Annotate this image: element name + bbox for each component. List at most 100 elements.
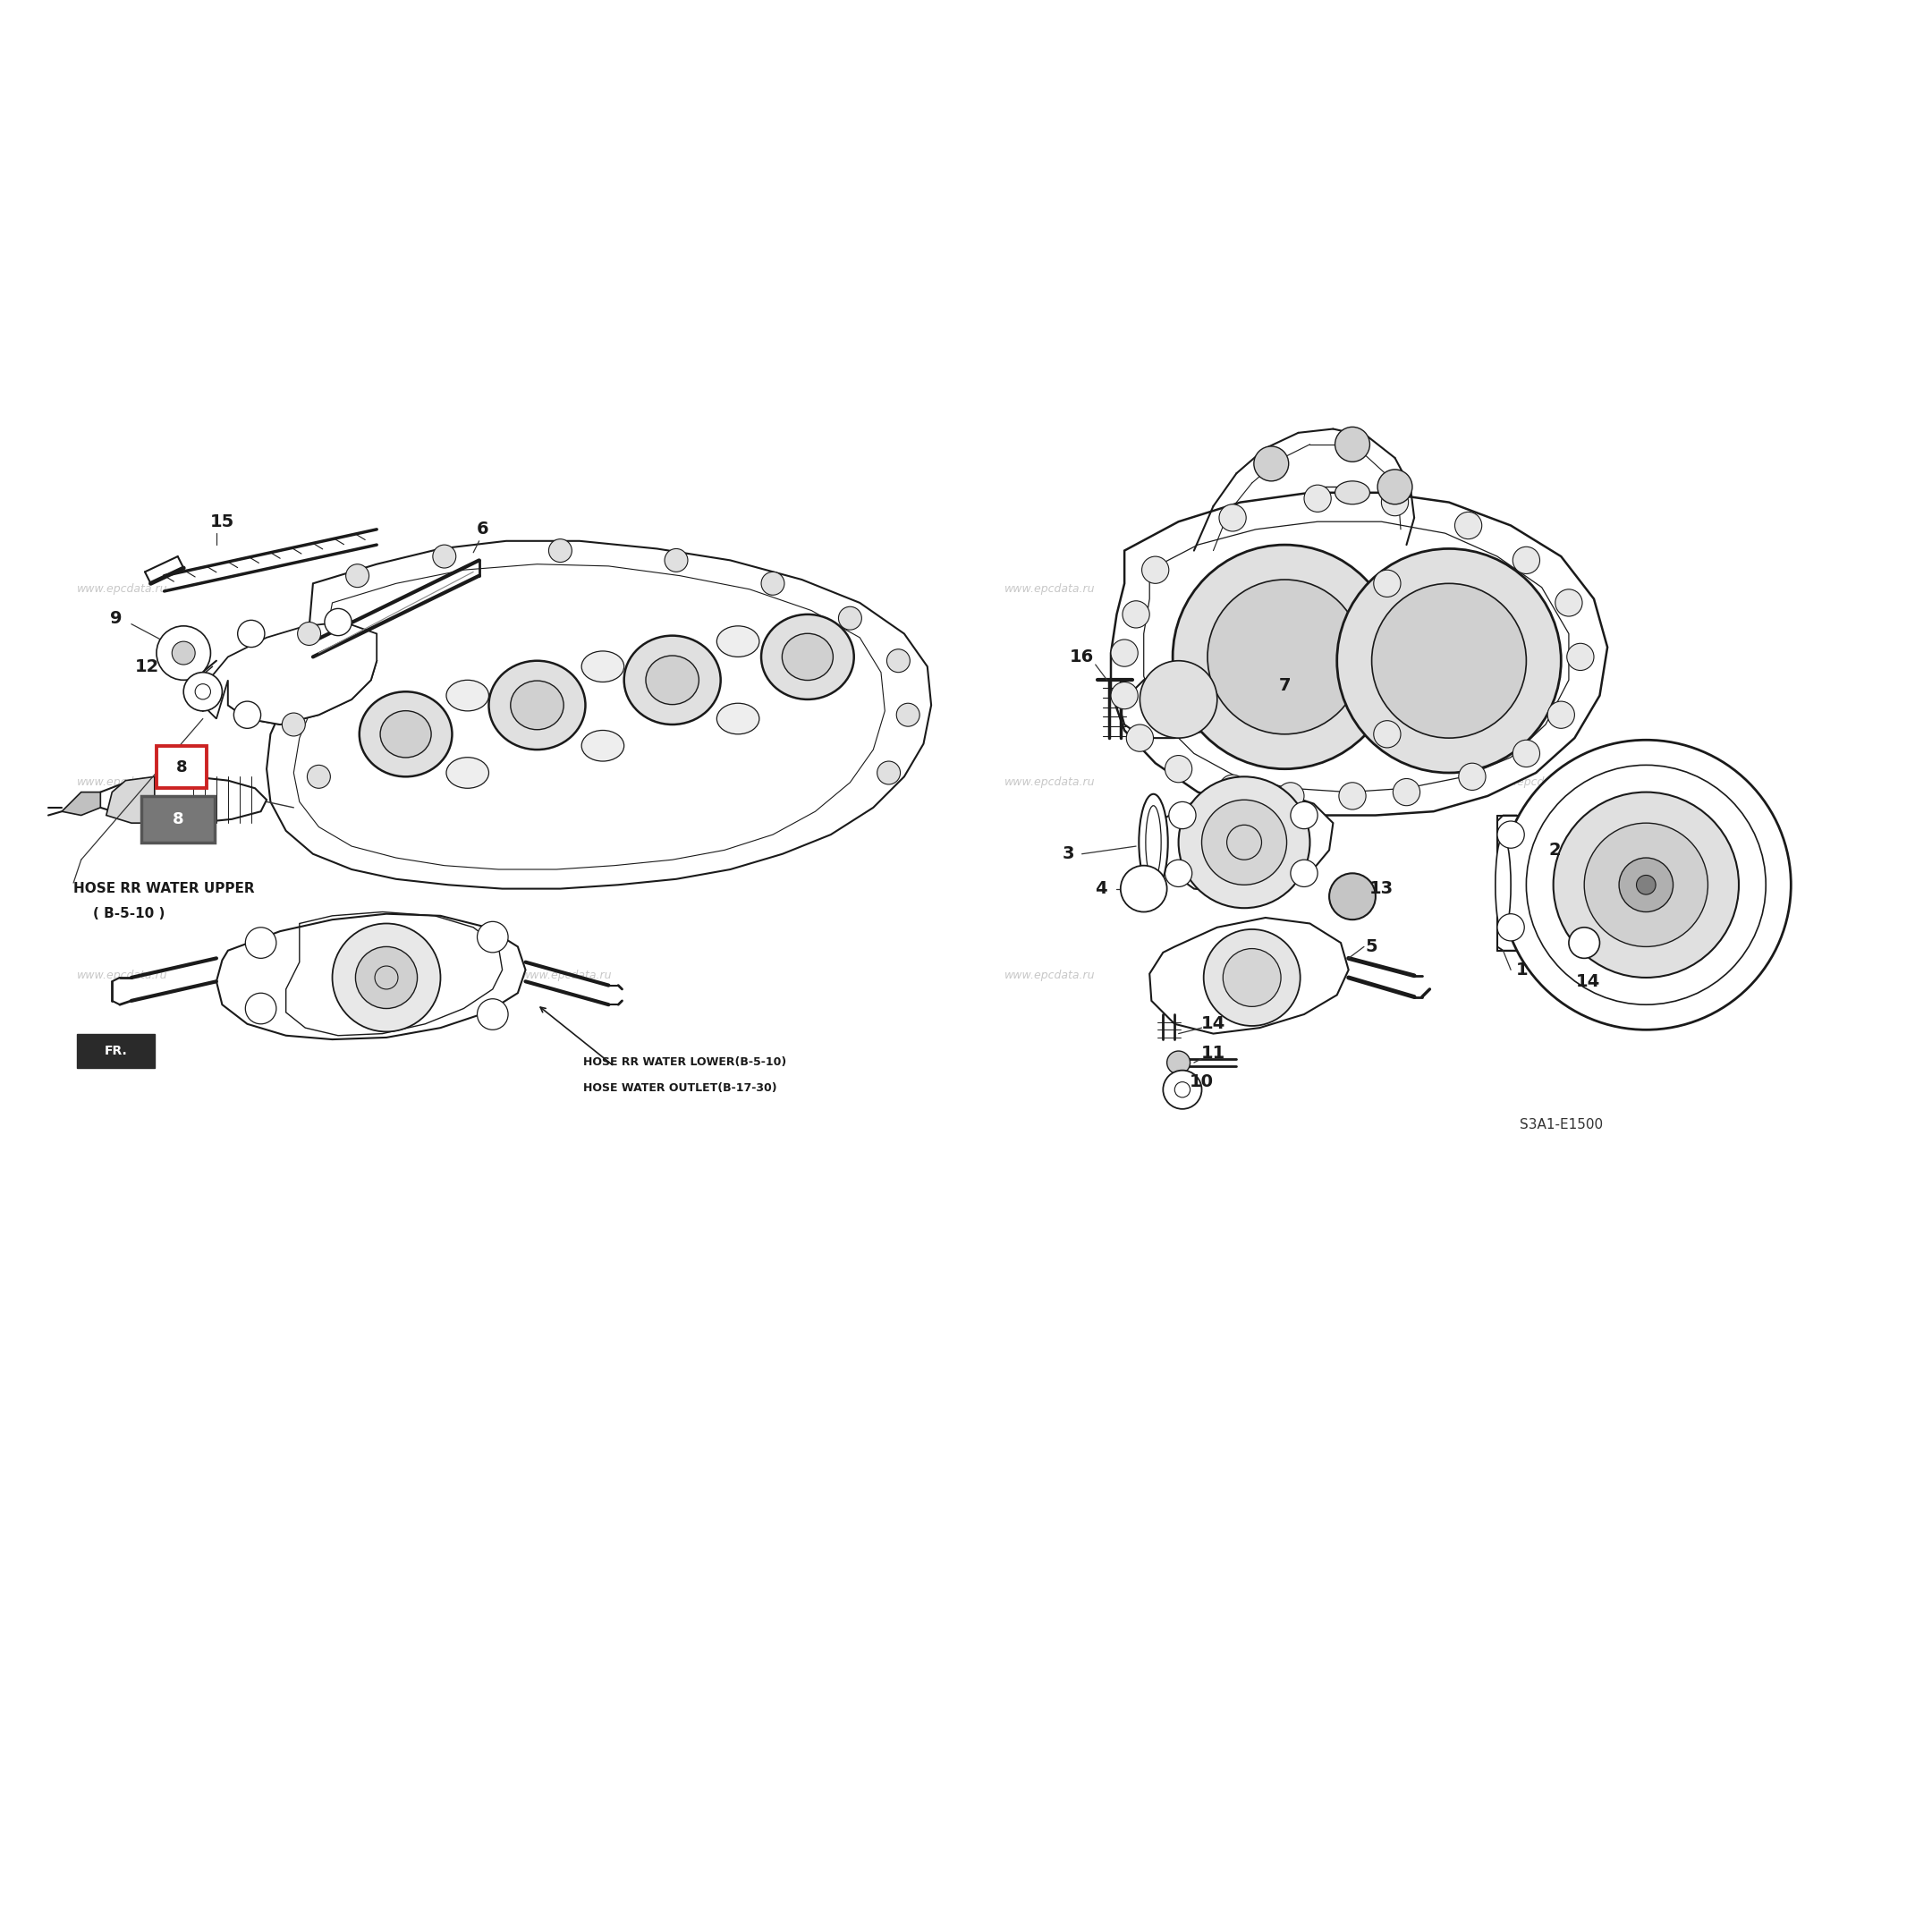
Polygon shape [228, 641, 377, 724]
Circle shape [877, 761, 900, 784]
Circle shape [1111, 682, 1138, 709]
Circle shape [1567, 643, 1594, 670]
Circle shape [1555, 589, 1582, 616]
Text: S3A1-E1500: S3A1-E1500 [1519, 1119, 1604, 1130]
Circle shape [245, 927, 276, 958]
Text: FR.: FR. [104, 1045, 128, 1057]
Text: 14: 14 [1577, 974, 1600, 989]
Circle shape [1459, 763, 1486, 790]
Circle shape [1208, 580, 1362, 734]
Circle shape [477, 999, 508, 1030]
Circle shape [1291, 860, 1318, 887]
Polygon shape [62, 792, 100, 815]
Ellipse shape [782, 634, 833, 680]
Circle shape [1111, 639, 1138, 667]
Circle shape [1497, 821, 1524, 848]
Circle shape [1219, 775, 1246, 802]
Polygon shape [267, 541, 931, 889]
Ellipse shape [381, 711, 431, 757]
Ellipse shape [582, 651, 624, 682]
Circle shape [1304, 485, 1331, 512]
Circle shape [1277, 782, 1304, 810]
Text: www.epcdata.ru: www.epcdata.ru [77, 777, 168, 788]
Circle shape [477, 922, 508, 952]
Ellipse shape [624, 636, 721, 724]
Circle shape [665, 549, 688, 572]
Text: HOSE RR WATER UPPER: HOSE RR WATER UPPER [73, 883, 255, 895]
Circle shape [1553, 792, 1739, 978]
Text: 4: 4 [1095, 881, 1107, 896]
Text: 16: 16 [1070, 649, 1094, 665]
Ellipse shape [446, 757, 489, 788]
Circle shape [1619, 858, 1673, 912]
Circle shape [1142, 556, 1169, 583]
Ellipse shape [510, 680, 564, 730]
FancyBboxPatch shape [156, 746, 207, 788]
Polygon shape [209, 622, 377, 724]
Text: 15: 15 [211, 514, 234, 529]
Polygon shape [1111, 493, 1607, 815]
Text: 9: 9 [110, 611, 122, 626]
Circle shape [1381, 489, 1408, 516]
Text: 10: 10 [1190, 1074, 1213, 1090]
Circle shape [1569, 927, 1600, 958]
Circle shape [1636, 875, 1656, 895]
Ellipse shape [1140, 794, 1167, 891]
Circle shape [172, 641, 195, 665]
Circle shape [245, 993, 276, 1024]
Text: 6: 6 [477, 522, 489, 537]
Circle shape [184, 672, 222, 711]
Circle shape [1335, 427, 1370, 462]
Text: HOSE RR WATER LOWER(B-5-10): HOSE RR WATER LOWER(B-5-10) [583, 1057, 786, 1068]
Polygon shape [106, 777, 155, 823]
Circle shape [1339, 782, 1366, 810]
Polygon shape [1155, 792, 1333, 893]
Ellipse shape [1495, 837, 1511, 933]
Circle shape [1372, 583, 1526, 738]
Text: 11: 11 [1202, 1045, 1225, 1061]
Text: 12: 12 [135, 659, 158, 674]
Circle shape [1393, 779, 1420, 806]
Text: www.epcdata.ru: www.epcdata.ru [522, 583, 612, 595]
Ellipse shape [717, 703, 759, 734]
Circle shape [1548, 701, 1575, 728]
Circle shape [838, 607, 862, 630]
Circle shape [1121, 866, 1167, 912]
Circle shape [1165, 755, 1192, 782]
Circle shape [234, 701, 261, 728]
Circle shape [1513, 740, 1540, 767]
Circle shape [282, 713, 305, 736]
Circle shape [1202, 800, 1287, 885]
Circle shape [355, 947, 417, 1009]
Circle shape [1584, 823, 1708, 947]
Circle shape [433, 545, 456, 568]
Circle shape [298, 622, 321, 645]
Text: 3: 3 [1063, 846, 1074, 862]
FancyBboxPatch shape [141, 796, 214, 842]
Ellipse shape [761, 614, 854, 699]
Circle shape [1219, 504, 1246, 531]
Text: 7: 7 [1279, 678, 1291, 694]
Circle shape [1329, 873, 1376, 920]
Circle shape [1163, 1070, 1202, 1109]
Circle shape [1337, 549, 1561, 773]
Circle shape [332, 923, 440, 1032]
Text: 13: 13 [1370, 881, 1393, 896]
Circle shape [325, 609, 352, 636]
Polygon shape [93, 777, 267, 823]
Text: www.epcdata.ru: www.epcdata.ru [77, 583, 168, 595]
Circle shape [1455, 512, 1482, 539]
Circle shape [1378, 469, 1412, 504]
Ellipse shape [582, 730, 624, 761]
Circle shape [1126, 724, 1153, 752]
Circle shape [346, 564, 369, 587]
Text: www.epcdata.ru: www.epcdata.ru [1005, 777, 1095, 788]
Ellipse shape [359, 692, 452, 777]
Text: www.epcdata.ru: www.epcdata.ru [522, 970, 612, 981]
Circle shape [1223, 949, 1281, 1007]
Circle shape [1179, 777, 1310, 908]
Text: www.epcdata.ru: www.epcdata.ru [1005, 970, 1095, 981]
Polygon shape [1497, 815, 1526, 951]
Circle shape [1291, 802, 1318, 829]
Polygon shape [1150, 918, 1349, 1034]
